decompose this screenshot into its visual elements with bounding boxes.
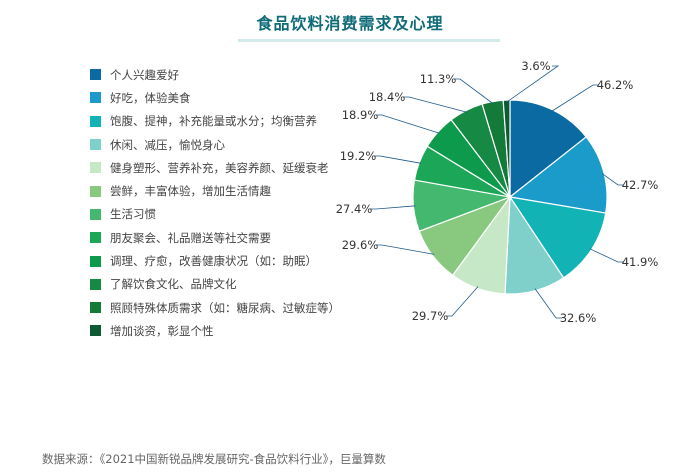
leader-line — [403, 96, 468, 113]
source-note: 数据来源：《2021中国新锐品牌发展研究-食品饮料行业》，巨量算数 — [42, 452, 386, 466]
legend-swatch — [90, 115, 101, 127]
legend-label: 个人兴趣爱好 — [110, 67, 179, 82]
legend-swatch — [90, 232, 101, 244]
data-label: 27.4% — [336, 202, 373, 216]
legend-swatch — [90, 278, 101, 290]
legend-swatch — [90, 92, 101, 104]
legend-label: 增加谈资，彰显个性 — [110, 323, 214, 338]
legend-label: 尝鲜，丰富体验，增加生活情趣 — [110, 184, 271, 199]
legend-label: 饱腹、提神，补充能量或水分；均衡营养 — [110, 114, 317, 129]
legend-swatch — [90, 185, 101, 197]
leader-line — [601, 173, 624, 186]
legend-swatch — [90, 302, 101, 314]
leader-line — [454, 78, 494, 104]
legend-swatch — [90, 255, 101, 267]
data-label: 18.9% — [342, 108, 379, 122]
leader-line — [376, 114, 440, 134]
leader-line — [551, 84, 599, 112]
legend-item: 照顾特殊体质需求（如：糖尿病、过敏症等） — [90, 296, 340, 319]
data-label: 46.2% — [597, 78, 634, 92]
legend-item: 健身塑形、营养补充，美容养颜、延缓衰老 — [90, 156, 340, 179]
pie-slice — [508, 136, 608, 214]
legend-item: 尝鲜，丰富体验，增加生活情趣 — [90, 179, 340, 202]
data-label: 19.2% — [340, 149, 377, 163]
data-label: 11.3% — [420, 72, 457, 86]
data-label: 29.7% — [412, 309, 449, 323]
legend-swatch — [90, 208, 101, 220]
data-label: 32.6% — [560, 311, 597, 325]
leader-line — [374, 155, 422, 164]
data-label: 41.9% — [622, 255, 659, 269]
legend-label: 健身塑形、营养补充，美容养颜、延缓衰老 — [110, 160, 329, 175]
legend-item: 休闲、减压，愉悦身心 — [90, 133, 340, 156]
legend-item: 饱腹、提神，补充能量或水分；均衡营养 — [90, 110, 340, 133]
data-label: 29.6% — [342, 238, 379, 252]
legend-swatch — [90, 69, 101, 81]
data-label: 3.6% — [521, 59, 550, 73]
title-underline — [238, 39, 500, 42]
legend-label: 了解饮食文化、品牌文化 — [110, 277, 237, 292]
legend-item: 好吃，体验美食 — [90, 86, 340, 109]
legend-item: 调理、疗愈，改善健康状况（如：助眠） — [90, 249, 340, 272]
legend-label: 生活习惯 — [110, 207, 156, 222]
legend-item: 了解饮食文化、品牌文化 — [90, 273, 340, 296]
legend-label: 休闲、减压，愉悦身心 — [110, 137, 225, 152]
legend-item: 生活习惯 — [90, 203, 340, 226]
chart-title: 食品饮料消费需求及心理 — [256, 14, 444, 33]
legend-label: 朋友聚会、礼品赠送等社交需要 — [110, 230, 271, 245]
data-label: 18.4% — [369, 90, 406, 104]
chart-legend: 个人兴趣爱好 好吃，体验美食饱腹、提神，补充能量或水分；均衡营养 休闲、减压，愉悦身… — [90, 63, 340, 343]
legend-label: 好吃，体验美食 — [110, 90, 191, 105]
leader-line — [376, 244, 435, 255]
legend-swatch — [90, 325, 101, 337]
legend-item: 增加谈资，彰显个性 — [90, 319, 340, 342]
legend-item: 朋友聚会、礼品赠送等社交需要 — [90, 226, 340, 249]
leader-line — [446, 286, 479, 317]
data-label: 42.7% — [622, 178, 659, 192]
legend-swatch — [90, 139, 101, 151]
leader-line — [506, 65, 560, 103]
pie-slice — [509, 99, 587, 199]
leader-line — [370, 205, 416, 210]
leader-line — [589, 248, 624, 263]
legend-item: 个人兴趣爱好 — [90, 63, 340, 86]
legend-swatch — [90, 162, 101, 174]
legend-label: 调理、疗愈，改善健康状况（如：助眠） — [110, 254, 317, 269]
leader-line — [534, 288, 562, 319]
legend-label: 照顾特殊体质需求（如：糖尿病、过敏症等） — [110, 300, 340, 315]
